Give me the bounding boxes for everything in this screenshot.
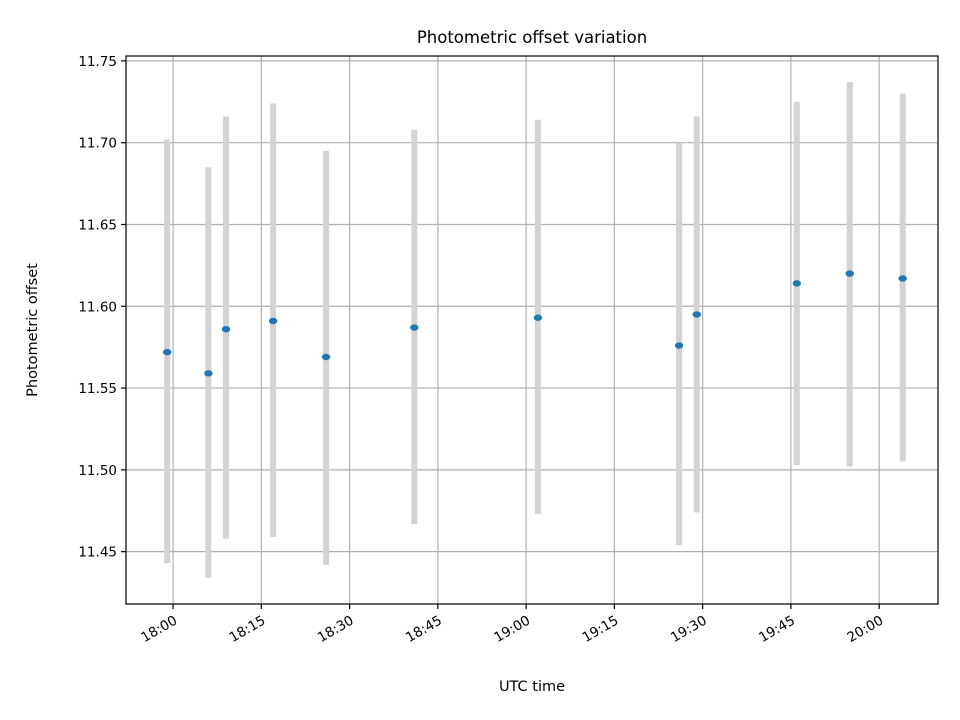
x-axis: 18:00 18:15 18:30 18:45 19:00 19:15 19:30 19:45… (138, 604, 886, 646)
y-axis-label: Photometric offset (25, 263, 41, 397)
grid (126, 56, 938, 604)
x-tick-label: 20:00 (844, 613, 886, 646)
y-tick-label: 11.60 (78, 299, 117, 315)
x-tick-label: 19:15 (580, 613, 622, 646)
y-axis: 11.45 11.50 11.55 11.60 11.65 11.70 11.75 (78, 54, 126, 561)
data-point (792, 280, 801, 287)
y-tick-label: 11.50 (78, 463, 117, 479)
chart-title: Photometric offset variation (417, 28, 647, 47)
y-tick-label: 11.55 (78, 381, 117, 397)
data-point (845, 270, 854, 277)
data-point (268, 317, 278, 325)
data-point (898, 275, 907, 282)
y-tick-label: 11.75 (78, 54, 117, 70)
data-point (692, 311, 701, 318)
x-tick-label: 18:45 (403, 613, 445, 646)
data-point (533, 314, 543, 321)
x-tick-label: 18:00 (138, 613, 180, 646)
data-point (162, 348, 172, 356)
data-point (321, 353, 331, 361)
data-point (410, 324, 419, 331)
data-point (204, 370, 213, 377)
x-tick-label: 18:15 (227, 613, 269, 646)
y-tick-label: 11.70 (78, 136, 117, 152)
plot-area-frame (125, 55, 939, 605)
x-tick-label: 19:45 (756, 613, 798, 646)
y-tick-label: 11.45 (78, 545, 117, 561)
data-point (674, 342, 684, 349)
data-points (162, 270, 907, 377)
y-tick-label: 11.65 (78, 217, 117, 233)
x-axis-label: UTC time (499, 679, 565, 695)
data-point (221, 325, 231, 333)
x-tick-label: 19:30 (668, 613, 710, 646)
x-tick-label: 18:30 (315, 613, 357, 646)
error-bars (164, 82, 906, 578)
x-tick-label: 19:00 (491, 613, 533, 646)
